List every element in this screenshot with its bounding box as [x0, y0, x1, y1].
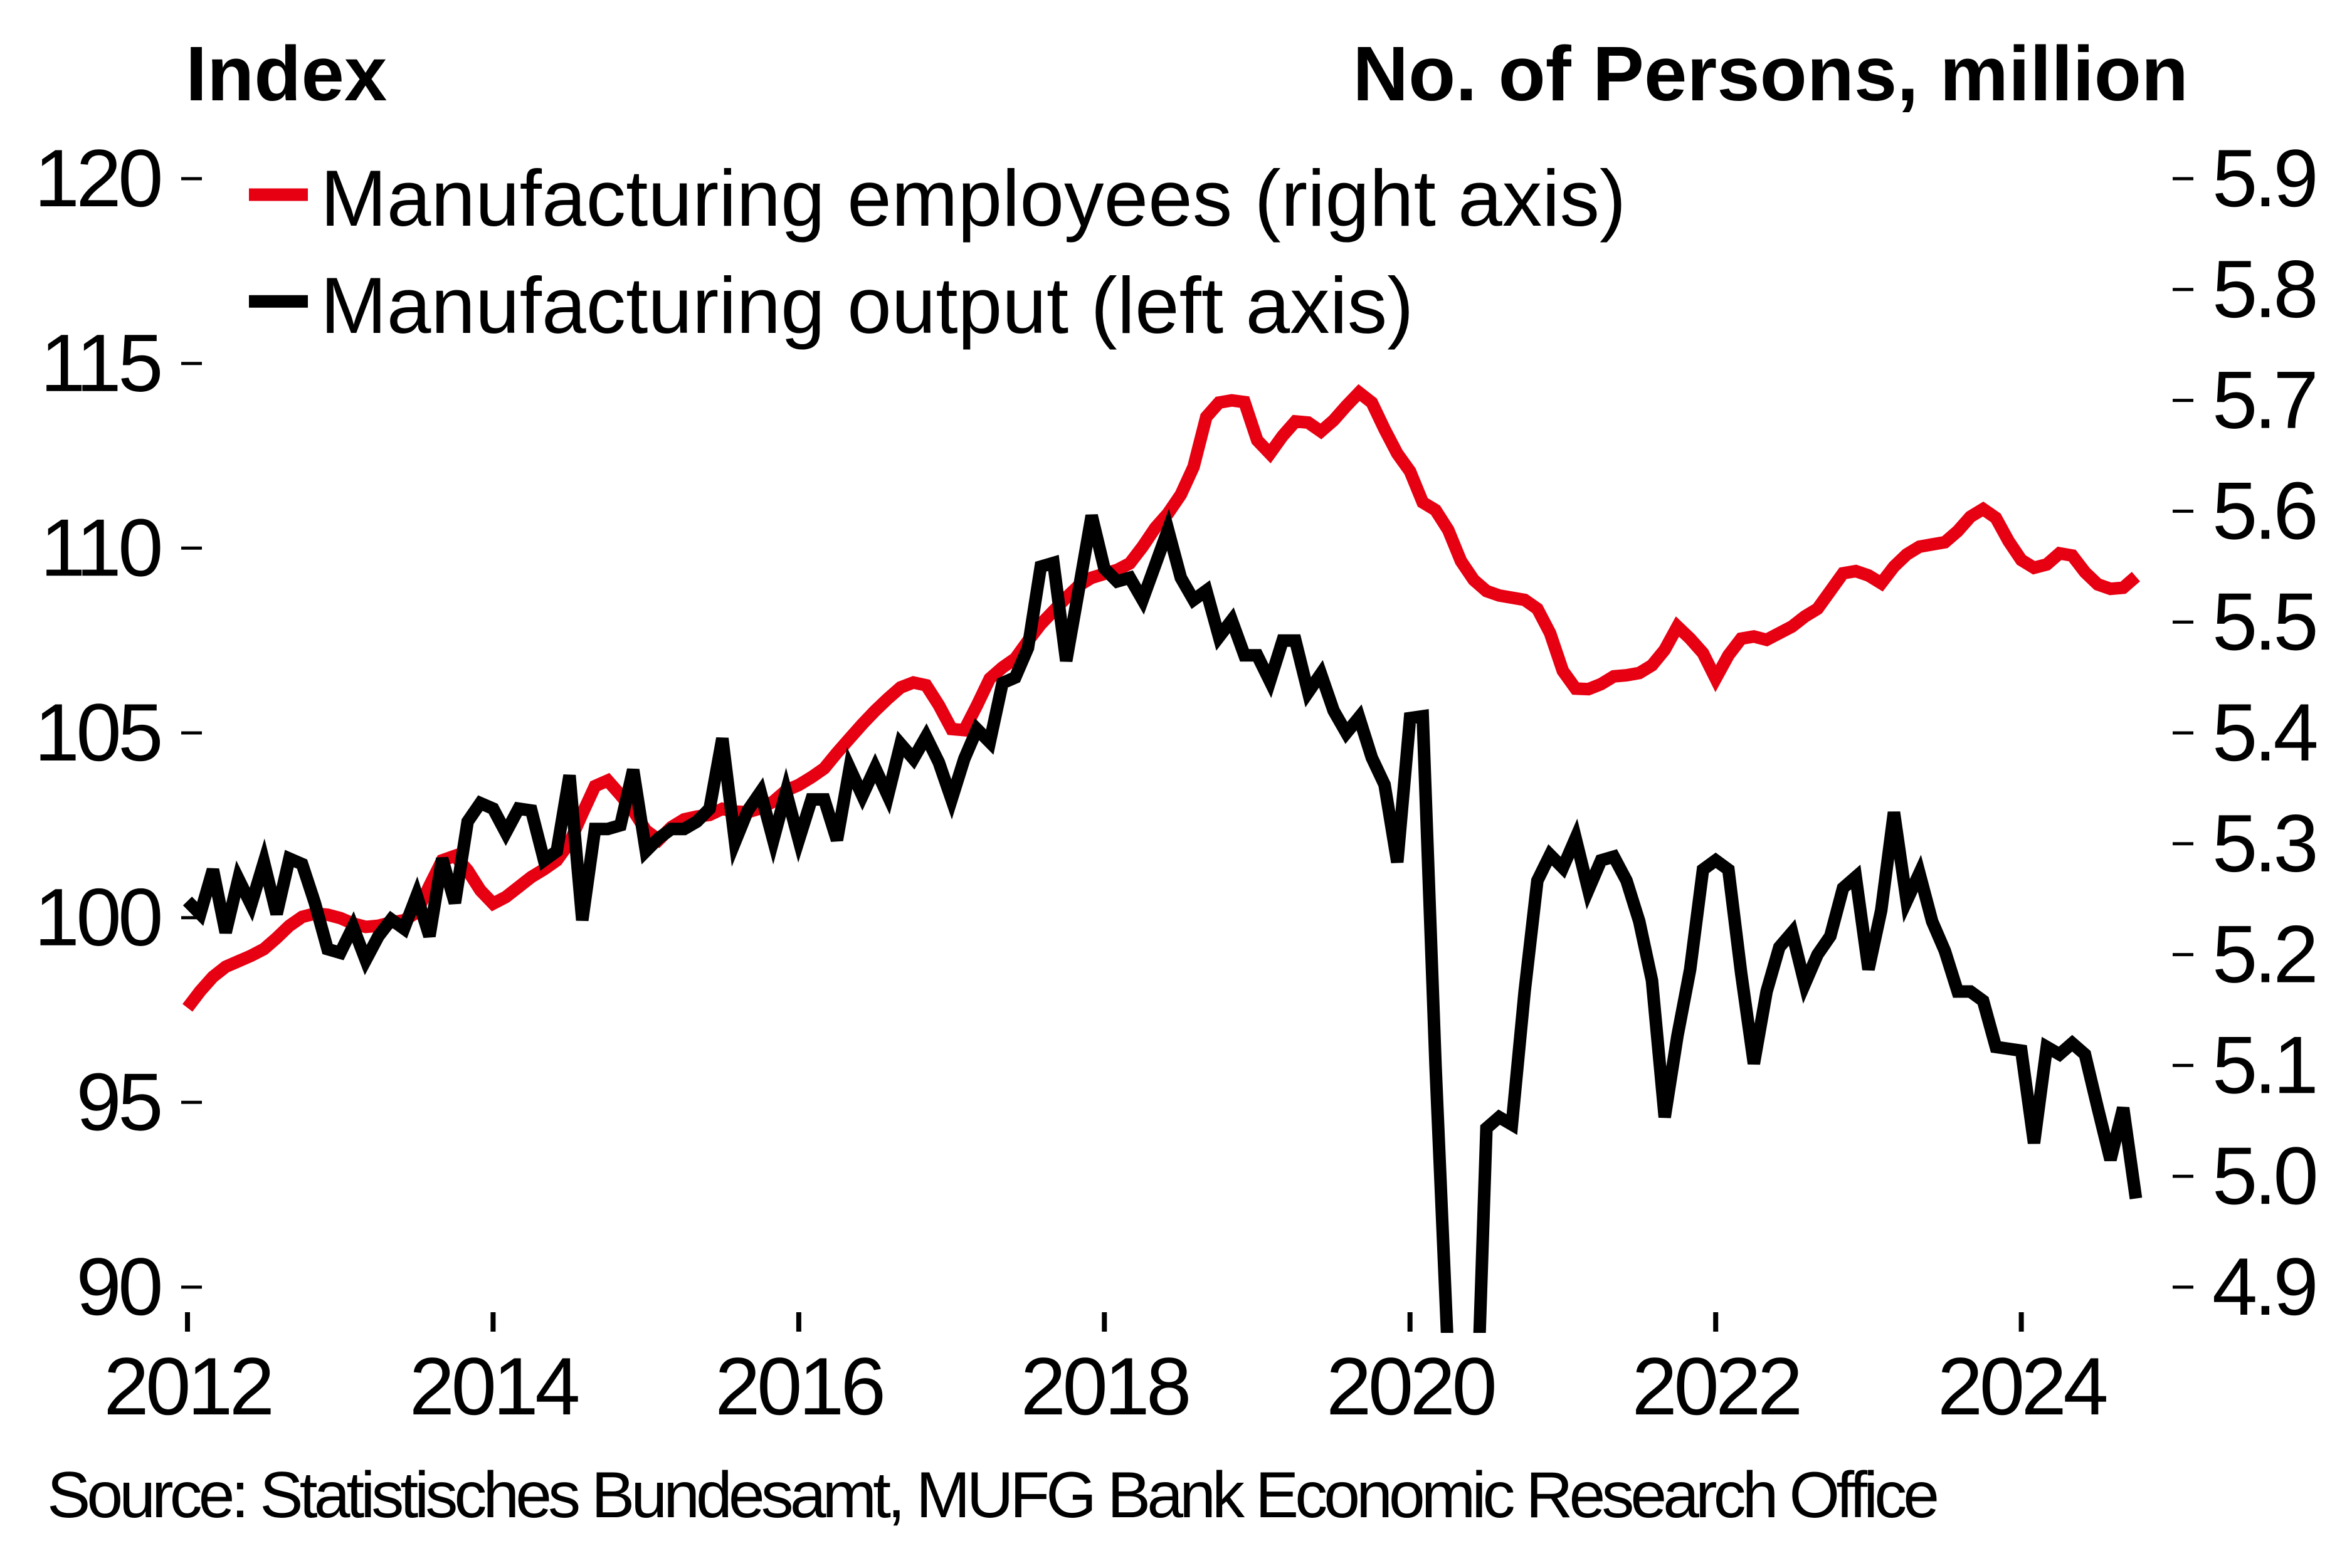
svg-text:Manufacturing output (left axi: Manufacturing output (left axis)	[320, 261, 1414, 350]
svg-text:No. of Persons, million: No. of Persons, million	[1353, 31, 2188, 117]
svg-text:100: 100	[34, 871, 161, 963]
svg-text:2024: 2024	[1938, 1340, 2106, 1432]
svg-text:Source: Statistisches Bundesam: Source: Statistisches Bundesamt, MUFG Ba…	[47, 1459, 1937, 1532]
svg-text:115: 115	[40, 317, 160, 409]
svg-text:5.9: 5.9	[2212, 132, 2315, 224]
svg-text:Manufacturing employees (right: Manufacturing employees (right axis)	[320, 154, 1626, 243]
svg-text:5.8: 5.8	[2212, 243, 2315, 335]
svg-text:2012: 2012	[103, 1340, 271, 1432]
svg-text:5.2: 5.2	[2212, 908, 2315, 1000]
svg-text:5.4: 5.4	[2212, 687, 2316, 778]
svg-text:Index: Index	[186, 31, 387, 117]
svg-text:5.0: 5.0	[2212, 1130, 2316, 1221]
svg-text:2020: 2020	[1326, 1340, 1494, 1432]
svg-text:105: 105	[34, 687, 161, 778]
svg-text:90: 90	[76, 1241, 161, 1332]
svg-text:4.9: 4.9	[2212, 1241, 2315, 1332]
svg-text:2018: 2018	[1021, 1340, 1188, 1432]
svg-text:5.7: 5.7	[2212, 354, 2315, 446]
svg-text:5.1: 5.1	[2212, 1019, 2315, 1110]
svg-text:2014: 2014	[409, 1340, 578, 1432]
svg-text:5.5: 5.5	[2212, 576, 2315, 667]
svg-text:95: 95	[76, 1056, 160, 1147]
svg-text:120: 120	[34, 132, 161, 224]
svg-text:5.3: 5.3	[2212, 797, 2315, 889]
svg-text:5.6: 5.6	[2212, 465, 2315, 556]
svg-text:2022: 2022	[1632, 1340, 1800, 1432]
svg-text:110: 110	[40, 502, 161, 593]
svg-text:2016: 2016	[715, 1340, 882, 1432]
